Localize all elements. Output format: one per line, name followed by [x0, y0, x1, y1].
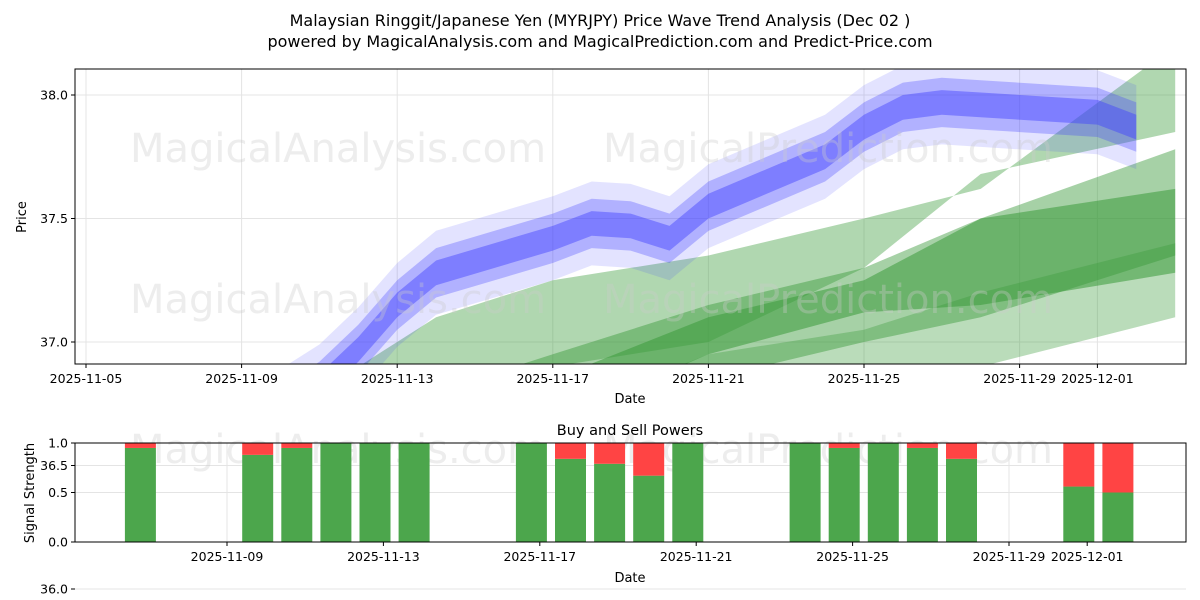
blue-wave-band — [288, 69, 1137, 364]
green-band — [684, 243, 1176, 364]
watermark: MagicalPrediction.com — [603, 126, 1053, 172]
watermark: MagicalPrediction.com — [603, 277, 1053, 323]
watermark: MagicalAnalysis.com — [130, 126, 546, 172]
sell-bar — [1102, 443, 1134, 493]
buy-bar — [320, 443, 352, 542]
buy-bar — [1063, 486, 1095, 542]
x-tick-label: 2025-12-01 — [1051, 549, 1124, 564]
buy-bar — [789, 443, 821, 542]
x-tick-label: 2025-12-01 — [1061, 371, 1134, 386]
buy-bar — [828, 447, 860, 542]
sell-bar — [124, 443, 156, 448]
plot-area: MagicalAnalysis.com MagicalPrediction.com… — [130, 69, 1176, 364]
y-tick-label: 37.5 — [40, 211, 68, 226]
price-chart: 36.0 36.5 37.0 37.5 38.0 2025-11-05 2025-11-09… — [40, 68, 1187, 597]
buy-bar — [633, 475, 665, 542]
x-tick-label: 2025-11-09 — [191, 549, 264, 564]
x-tick-label: 2025-11-13 — [347, 549, 420, 564]
y-tick-label: 0.5 — [48, 485, 68, 500]
sell-bar — [828, 443, 860, 448]
sell-bar — [906, 443, 938, 448]
plot-frame — [74, 442, 1187, 543]
green-band — [590, 188, 1176, 364]
watermark: MagicalAnalysis.com — [130, 277, 546, 323]
buy-bar — [906, 447, 938, 542]
sell-bar — [242, 443, 274, 455]
chart-title: Malaysian Ringgit/Japanese Yen (MYRJPY) … — [290, 11, 911, 30]
y-tick-label: 38.0 — [40, 88, 68, 103]
x-tick-label: 2025-11-09 — [205, 371, 278, 386]
chart-subtitle: powered by MagicalAnalysis.com and Magic… — [267, 32, 932, 51]
x-tick-label: 2025-11-21 — [672, 371, 745, 386]
x-tick-label: 2025-11-17 — [516, 371, 589, 386]
buy-bar — [594, 463, 626, 542]
y-tick-label: 36.0 — [40, 582, 68, 597]
buy-bar — [359, 443, 391, 542]
buy-bar — [555, 458, 586, 542]
x-tick-label: 2025-11-13 — [361, 371, 434, 386]
buy-bar — [1102, 492, 1134, 542]
green-band — [362, 69, 1176, 364]
buy-bar — [946, 458, 977, 542]
buy-bar — [867, 443, 899, 542]
y-tick-label: 0.0 — [48, 535, 68, 550]
plot-frame — [74, 68, 1187, 365]
x-tick-label: 2025-11-29 — [983, 371, 1056, 386]
sell-bar — [1063, 443, 1095, 487]
sell-bar — [946, 443, 977, 459]
x-tick-label: 2025-11-25 — [816, 549, 889, 564]
main-y-label: Price — [15, 201, 30, 233]
x-tick-label: 2025-11-29 — [973, 549, 1046, 564]
signal-chart: MagicalAnalysis.comMagicalPrediction.com… — [48, 427, 1187, 564]
main-x-label: Date — [614, 392, 645, 407]
blue-wave-band — [330, 90, 1137, 364]
signal-title: Buy and Sell Powers — [557, 423, 703, 439]
x-tick-label: 2025-11-25 — [828, 371, 901, 386]
x-tick-label: 2025-11-21 — [660, 549, 733, 564]
buy-bar — [515, 443, 547, 542]
blue-wave-band — [315, 77, 1137, 364]
signal-x-label: Date — [614, 571, 645, 586]
y-tick-label: 36.5 — [40, 458, 68, 473]
x-tick-label: 2025-11-05 — [50, 371, 123, 386]
buy-bar — [398, 443, 430, 542]
y-tick-label: 37.0 — [40, 335, 68, 350]
buy-bar — [124, 447, 156, 542]
buy-bar — [672, 443, 704, 542]
x-tick-label: 2025-11-17 — [503, 549, 576, 564]
signal-y-label: Signal Strength — [23, 443, 38, 543]
sell-bar — [555, 443, 586, 459]
buy-bar — [281, 447, 313, 542]
sell-bar — [281, 443, 313, 448]
y-tick-label: 1.0 — [48, 436, 68, 451]
buy-bar — [242, 454, 274, 542]
sell-bar — [633, 443, 665, 476]
sell-bar — [594, 443, 626, 464]
